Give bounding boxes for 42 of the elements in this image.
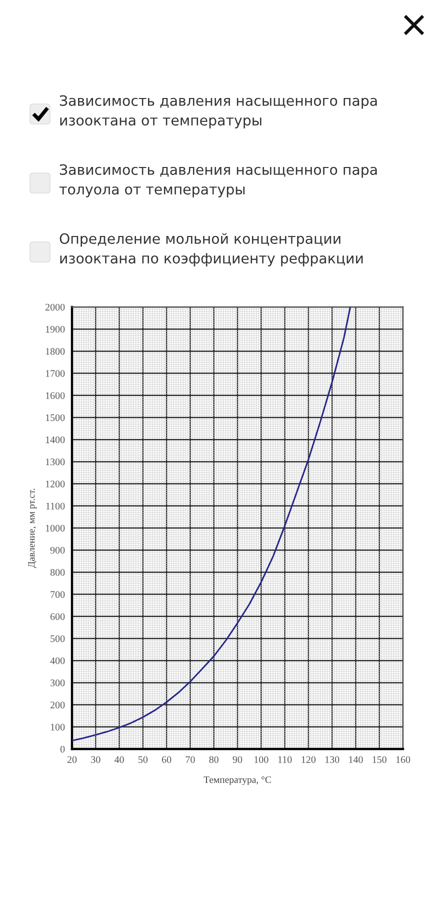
y-tick-label: 200 <box>50 702 65 708</box>
y-tick-label: 600 <box>50 613 65 620</box>
y-tick-label: 1100 <box>46 502 65 510</box>
text: Определение мольной концентрации изооктана по коэффициенту рефракции <box>60 233 363 266</box>
y-tick-label: 300 <box>50 680 65 686</box>
x-tick-label: 110 <box>278 756 292 763</box>
x-tick-label: 20 <box>67 756 77 763</box>
y-tick-label: 1600 <box>46 392 65 399</box>
x-tick-label: 130 <box>325 756 340 763</box>
text: Зависимость давления насыщенного пара толуола от температуры <box>59 164 377 198</box>
y-tick-label: 1400 <box>46 436 65 444</box>
y-tick-label: 100 <box>50 724 65 730</box>
x-tick-label: 80 <box>209 756 218 763</box>
x-tick-label: 120 <box>302 756 316 763</box>
x-tick-label: 90 <box>232 756 242 763</box>
y-axis-title: Давление, мм рт.ст. <box>28 488 37 568</box>
y-tick-label: 1500 <box>46 414 65 422</box>
y-tick-label: 800 <box>50 569 65 576</box>
y-tick-label: 900 <box>50 546 65 554</box>
x-tick-label: 60 <box>162 756 172 763</box>
y-tick-label: 0 <box>60 746 65 753</box>
x-tick-label: 40 <box>114 756 124 763</box>
y-tick-label: 700 <box>50 591 65 598</box>
y-tick-label: 1200 <box>46 480 65 488</box>
x-tick-label: 30 <box>91 756 100 763</box>
y-tick-label: 1300 <box>46 458 65 466</box>
y-tick-label: 1800 <box>46 348 65 355</box>
y-tick-label: 1900 <box>46 326 65 333</box>
y-tick-label: 500 <box>50 635 65 642</box>
y-tick-label: 2000 <box>45 304 65 311</box>
x-tick-label: 100 <box>254 756 268 763</box>
y-tick-label: 1700 <box>46 370 65 377</box>
x-tick-label: 50 <box>138 756 148 763</box>
y-tick-label: 400 <box>50 657 65 664</box>
x-tick-label: 70 <box>186 756 195 763</box>
text: Зависимость давления насыщенного пара изооктана от температуры <box>60 95 377 128</box>
x-axis-title: Температура, °C <box>204 776 271 785</box>
x-tick-label: 160 <box>396 756 410 763</box>
line-series <box>72 307 352 742</box>
x-tick-label: 140 <box>349 756 363 763</box>
y-tick-label: 1000 <box>46 524 65 532</box>
x-tick-label: 150 <box>372 756 386 763</box>
